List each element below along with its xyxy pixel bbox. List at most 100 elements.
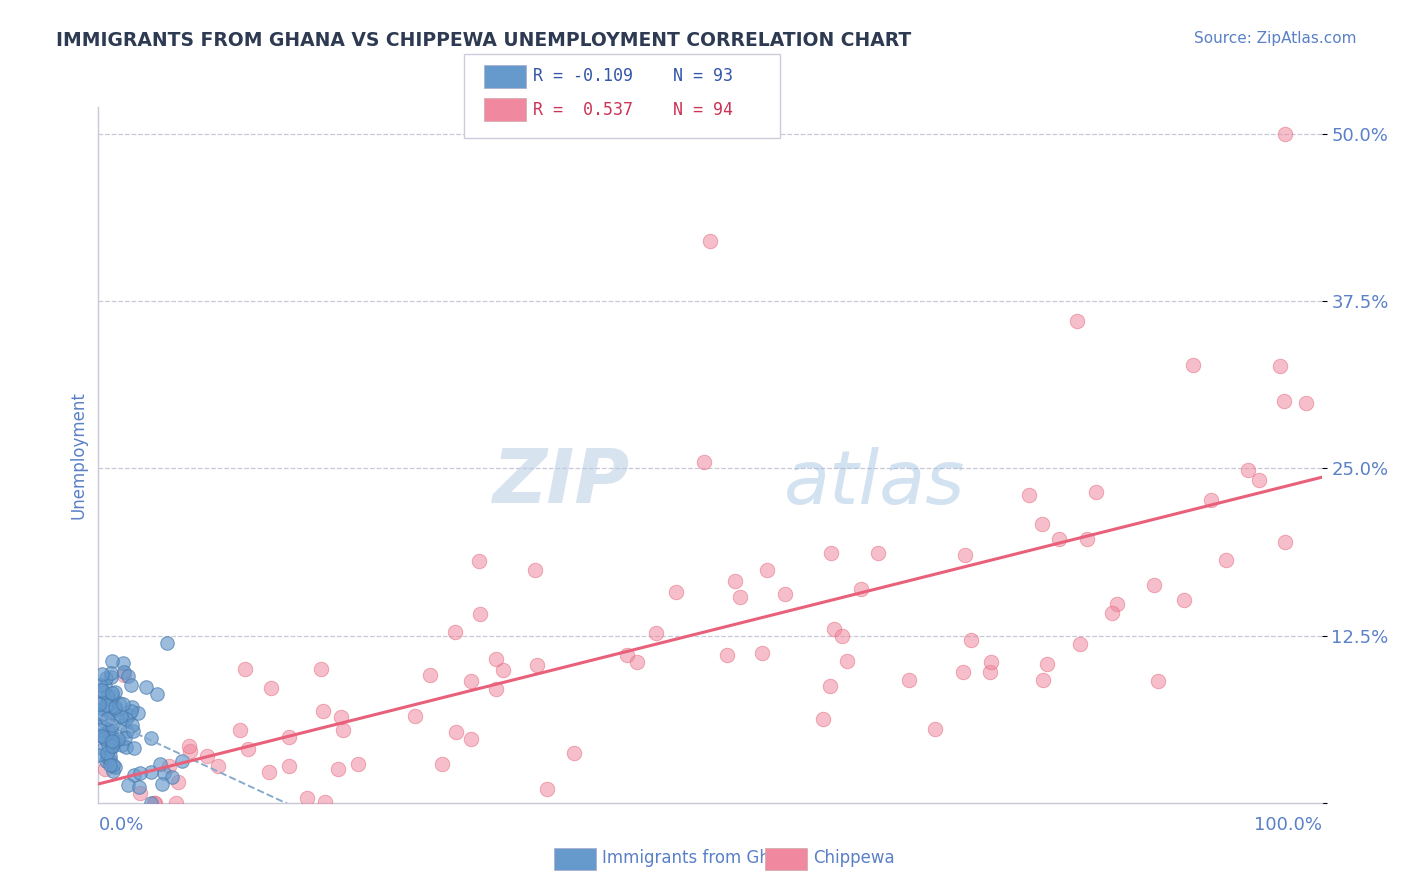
Point xyxy=(835,654,858,668)
Point xyxy=(122,768,145,782)
Point xyxy=(90,666,112,681)
Text: 100.0%: 100.0% xyxy=(1254,816,1322,834)
Point xyxy=(645,626,668,640)
Point xyxy=(278,758,301,772)
Point xyxy=(96,749,118,764)
Point xyxy=(98,748,121,763)
Point xyxy=(233,662,256,676)
Point xyxy=(314,795,336,809)
Point xyxy=(693,455,716,469)
Point xyxy=(104,734,127,748)
Point xyxy=(90,706,112,721)
Point xyxy=(122,724,145,739)
Point xyxy=(562,746,585,760)
Point xyxy=(100,740,122,755)
Point xyxy=(100,666,122,681)
Point xyxy=(980,656,1002,670)
Point xyxy=(100,686,122,700)
Point xyxy=(897,673,920,688)
Point xyxy=(97,698,120,713)
Point xyxy=(93,728,115,742)
Point xyxy=(195,749,218,764)
Point xyxy=(1101,606,1123,620)
Point xyxy=(107,696,129,710)
Point xyxy=(97,726,120,740)
Point xyxy=(1173,593,1195,607)
Point xyxy=(332,723,354,738)
Point xyxy=(1076,532,1098,546)
Point xyxy=(756,563,779,577)
Point xyxy=(94,671,117,685)
Point xyxy=(260,681,283,695)
Point xyxy=(179,744,201,758)
Point xyxy=(114,740,136,755)
Text: atlas: atlas xyxy=(783,447,965,519)
Point xyxy=(849,582,872,596)
Point xyxy=(112,656,135,670)
Point xyxy=(485,681,508,696)
Point xyxy=(1066,314,1088,328)
Point xyxy=(1069,637,1091,651)
Point xyxy=(98,753,121,767)
Text: Source: ZipAtlas.com: Source: ZipAtlas.com xyxy=(1194,31,1357,46)
Point xyxy=(107,731,129,746)
Point xyxy=(1031,516,1053,531)
Point xyxy=(485,652,508,666)
Point xyxy=(616,648,638,662)
Point xyxy=(135,681,157,695)
Point xyxy=(94,762,117,776)
Text: ZIP: ZIP xyxy=(494,446,630,519)
Point xyxy=(177,739,200,753)
Point xyxy=(823,622,845,636)
Point xyxy=(156,636,179,650)
Point xyxy=(1249,474,1271,488)
Point xyxy=(626,655,648,669)
Text: R = -0.109    N = 93: R = -0.109 N = 93 xyxy=(533,67,733,85)
Point xyxy=(1147,673,1170,688)
Point xyxy=(101,734,124,748)
Point xyxy=(91,685,114,699)
Point xyxy=(114,731,136,745)
Point xyxy=(89,709,111,723)
Point xyxy=(90,729,112,743)
Point xyxy=(295,791,318,805)
Point xyxy=(149,757,172,772)
Point xyxy=(120,678,142,692)
Point xyxy=(96,690,118,704)
Point xyxy=(831,629,853,643)
Point xyxy=(153,765,176,780)
Text: IMMIGRANTS FROM GHANA VS CHIPPEWA UNEMPLOYMENT CORRELATION CHART: IMMIGRANTS FROM GHANA VS CHIPPEWA UNEMPL… xyxy=(56,31,911,50)
Point xyxy=(93,731,115,746)
Point xyxy=(97,691,120,706)
Point xyxy=(129,765,152,780)
Point xyxy=(1018,487,1040,501)
Point xyxy=(492,664,515,678)
Point xyxy=(115,724,138,739)
Point xyxy=(952,665,974,680)
Point xyxy=(699,234,721,248)
Point xyxy=(89,697,111,711)
Point xyxy=(953,548,976,562)
Point xyxy=(101,764,124,778)
Point xyxy=(110,709,132,723)
Point xyxy=(146,687,169,701)
Point xyxy=(121,717,143,731)
Point xyxy=(94,680,117,694)
Point xyxy=(1236,463,1258,477)
Point xyxy=(118,707,141,722)
Point xyxy=(103,735,125,749)
Point xyxy=(112,665,135,680)
Point xyxy=(404,708,426,723)
Point xyxy=(89,678,111,692)
Point xyxy=(89,697,111,711)
Point xyxy=(101,739,124,753)
Text: Immigrants from Ghana: Immigrants from Ghana xyxy=(602,849,800,867)
Point xyxy=(101,654,124,668)
Point xyxy=(1084,484,1107,499)
Point xyxy=(115,712,138,726)
Point xyxy=(100,670,122,684)
Point xyxy=(1274,535,1296,549)
Point xyxy=(96,713,118,727)
Point xyxy=(1274,127,1296,141)
Point xyxy=(122,740,145,755)
